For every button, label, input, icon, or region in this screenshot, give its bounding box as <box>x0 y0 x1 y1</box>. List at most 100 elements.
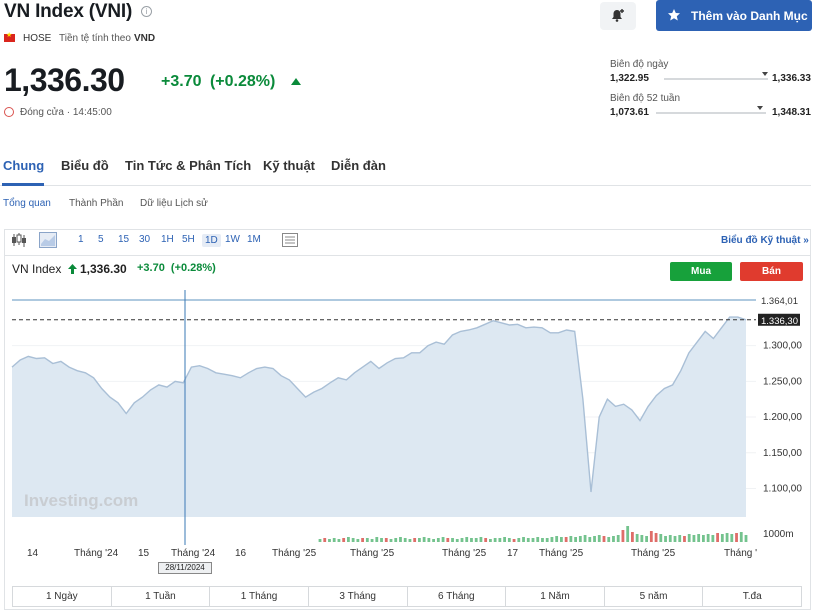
period-1-week[interactable]: 1 Tuần <box>112 587 211 606</box>
volume-bar <box>744 535 748 542</box>
info-icon[interactable]: i <box>141 6 152 17</box>
candlestick-icon[interactable] <box>10 232 28 248</box>
interval-1d[interactable]: 1D <box>202 234 221 247</box>
volume-bar <box>692 535 696 542</box>
volume-bar <box>470 538 473 542</box>
week52-range-bar <box>656 112 766 114</box>
volume-bar <box>318 539 322 542</box>
tab-technical[interactable]: Kỹ thuật <box>263 158 315 173</box>
volume-bar <box>645 536 648 542</box>
subtab-components[interactable]: Thành Phần <box>69 198 124 209</box>
volume-bar <box>683 536 686 542</box>
volume-bar <box>735 533 738 542</box>
volume-bar <box>370 539 374 542</box>
last-price-tag-box <box>758 313 800 326</box>
interval-1m[interactable]: 1M <box>247 234 261 245</box>
volume-bar <box>474 538 478 542</box>
volume-bar <box>517 538 521 542</box>
volume-bar <box>564 537 568 542</box>
period-1-day[interactable]: 1 Ngày <box>13 587 112 606</box>
x-tick: Tháng '25 <box>539 548 584 559</box>
volume-bar <box>569 536 573 542</box>
price-change-abs: +3.70 <box>161 73 202 90</box>
tab-news-analysis[interactable]: Tin Tức & Phân Tích <box>125 158 252 173</box>
volume-bar <box>555 536 559 542</box>
volume-bar <box>664 536 667 542</box>
volume-bar <box>697 534 701 542</box>
volume-bar <box>616 535 620 542</box>
volume-bar <box>328 539 331 542</box>
volume-bar <box>739 532 743 542</box>
volume-bar <box>479 537 483 542</box>
tab-general[interactable]: Chung <box>3 158 45 173</box>
period-selector: 1 Ngày 1 Tuần 1 Tháng 3 Tháng 6 Tháng 1 … <box>12 586 802 607</box>
volume-axis-label: 1000m <box>763 529 794 540</box>
alert-button[interactable] <box>600 2 636 30</box>
volume-bar <box>408 539 412 542</box>
volume-bar <box>687 534 691 542</box>
interval-5h[interactable]: 5H <box>182 234 195 245</box>
volume-bar <box>602 536 606 542</box>
y-tick-label: 1.200,00 <box>763 412 802 423</box>
volume-bar <box>455 539 459 542</box>
volume-bar <box>337 539 341 542</box>
volume-bar <box>550 537 554 542</box>
week52-range-high: 1,348.31 <box>772 107 811 118</box>
tab-forum[interactable]: Diễn đàn <box>331 158 386 173</box>
table-icon[interactable] <box>282 232 298 248</box>
volume-bar <box>361 538 364 542</box>
volume-bar <box>432 539 435 542</box>
active-tab-indicator <box>2 183 44 186</box>
interval-1h[interactable]: 1H <box>161 234 174 245</box>
x-tick: Tháng '25 <box>350 548 395 559</box>
volume-bar <box>512 539 516 542</box>
interval-5min[interactable]: 5 <box>98 234 104 245</box>
day-range-bar <box>664 78 768 80</box>
week52-range-label: Biên độ 52 tuần <box>610 93 681 104</box>
volume-bar <box>560 537 563 542</box>
interval-1w[interactable]: 1W <box>225 234 240 245</box>
subtab-historical-data[interactable]: Dữ liệu Lịch sử <box>140 198 208 209</box>
week52-range-marker <box>757 106 763 110</box>
volume-bar <box>720 534 724 542</box>
x-tick: Tháng '24 <box>171 548 216 559</box>
subtab-overview[interactable]: Tổng quan <box>3 198 51 209</box>
period-max[interactable]: T.đa <box>742 591 762 602</box>
price-area <box>12 317 746 517</box>
volume-bar <box>522 537 525 542</box>
tab-chart[interactable]: Biểu đồ <box>61 158 109 173</box>
volume-bar <box>384 538 388 542</box>
technical-chart-link[interactable]: Biểu đồ Kỹ thuật » <box>721 235 809 246</box>
volume-bar <box>465 537 469 542</box>
volume-bar <box>503 537 506 542</box>
vietnam-flag-icon <box>4 31 15 42</box>
volume-bar <box>493 538 497 542</box>
price-line <box>11 316 747 493</box>
interval-15min[interactable]: 15 <box>118 234 130 245</box>
period-3-months[interactable]: 3 Tháng <box>309 587 408 606</box>
price-chart[interactable]: 1.300,00 1.250,00 1.200,00 1.150,00 1.100,00… <box>0 280 820 545</box>
price-change: +3.70 (+0.28%) <box>161 73 275 91</box>
buy-button[interactable]: Mua <box>670 262 732 281</box>
period-5-years[interactable]: 5 năm <box>605 587 704 606</box>
period-6-months[interactable]: 6 Tháng <box>408 587 507 606</box>
x-tick: Tháng '24 <box>74 548 119 559</box>
day-range-low: 1,322.95 <box>610 73 649 84</box>
volume-bar <box>436 538 440 542</box>
main-tabs: Chung Biểu đồ Tin Tức & Phân Tích Kỹ thu… <box>0 155 811 186</box>
interval-30min[interactable]: 30 <box>139 234 151 245</box>
add-to-watchlist-button[interactable]: Thêm vào Danh Mục <box>656 0 812 31</box>
interval-1min[interactable]: 1 <box>78 234 84 245</box>
bell-plus-icon <box>612 9 624 22</box>
investing-watermark: Investing.com <box>24 491 138 510</box>
period-1-year[interactable]: 1 Năm <box>506 587 605 606</box>
volume-bar <box>389 539 393 542</box>
week52-range-low: 1,073.61 <box>610 107 649 118</box>
last-price: 1,336.30 <box>4 62 125 98</box>
area-chart-icon[interactable] <box>39 232 57 248</box>
sell-button[interactable]: Bán <box>740 262 803 281</box>
volume-bar <box>635 534 639 542</box>
volume-bar <box>498 538 502 542</box>
x-tick: 15 <box>138 548 150 559</box>
period-1-month[interactable]: 1 Tháng <box>210 587 309 606</box>
